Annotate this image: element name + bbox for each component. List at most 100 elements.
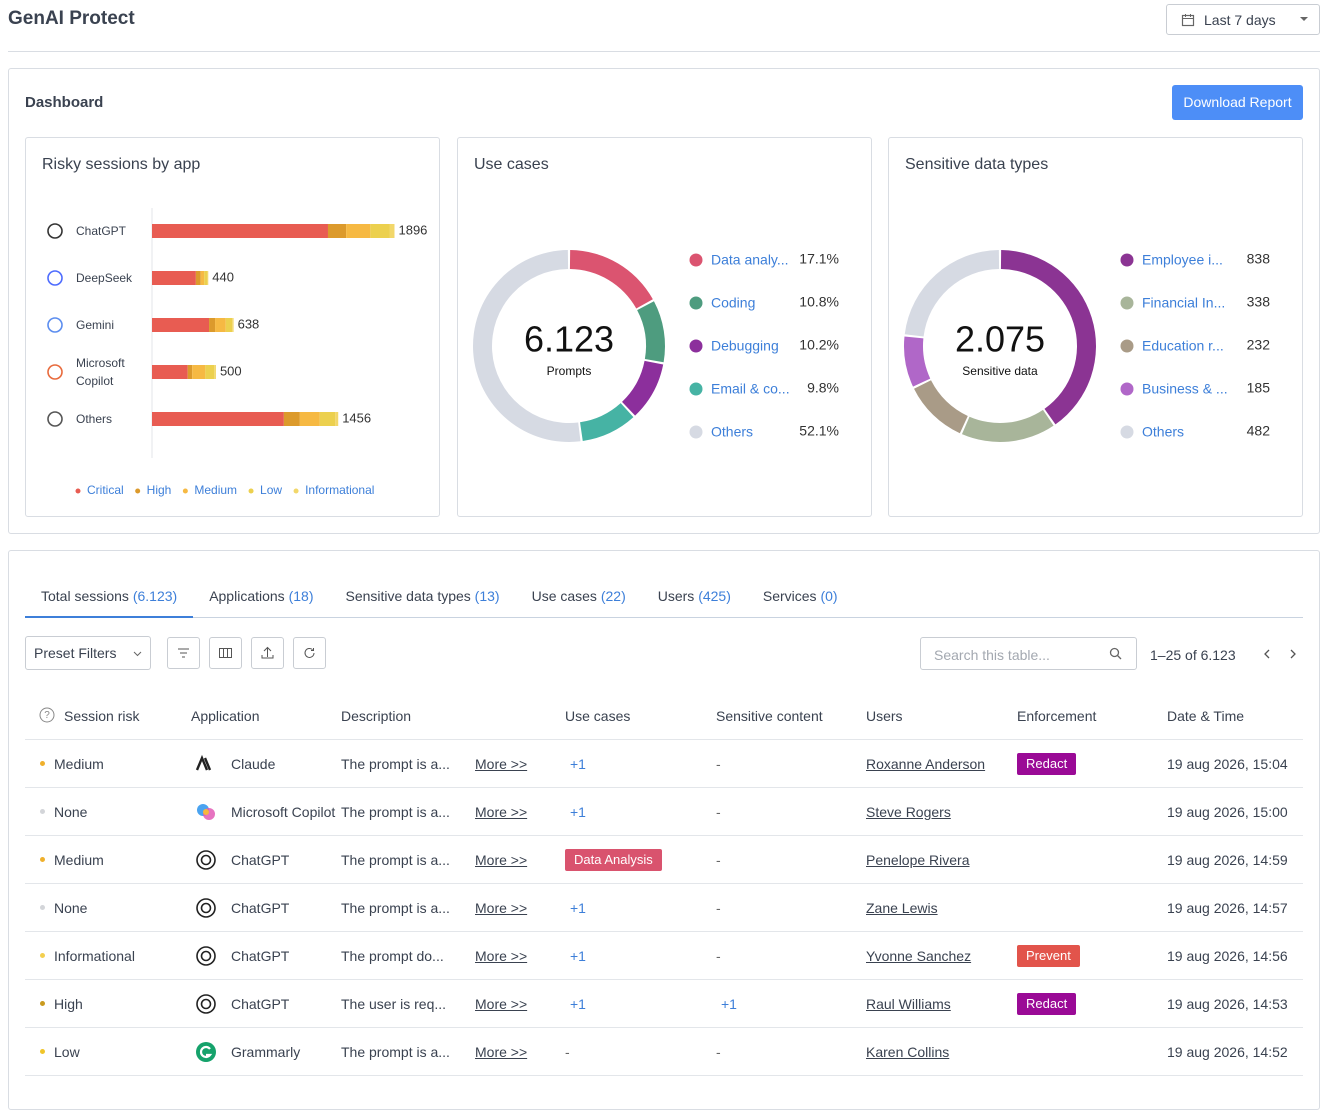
donut-segment [904, 250, 1000, 337]
risk-dot [40, 953, 45, 958]
legend-dot [689, 253, 703, 267]
bar-total-label: 1456 [342, 410, 371, 425]
center-label: Prompts [547, 364, 592, 378]
legend-label: Debugging [711, 338, 779, 354]
help-icon: ? [39, 707, 55, 723]
icon-shape [203, 809, 209, 815]
bar-segment [299, 412, 320, 426]
preset-filters[interactable]: Preset Filters [25, 636, 151, 670]
cell-text: Grammarly [231, 1044, 301, 1060]
cell-text: Medium [54, 852, 104, 868]
cell-text: None [54, 900, 88, 916]
legend-label: Informational [305, 483, 374, 497]
icon-shape [200, 854, 212, 866]
tab[interactable]: Total sessions (6.123) [25, 585, 193, 607]
cell-text: More >> [475, 996, 528, 1012]
donut-segment [473, 250, 581, 442]
app-icon-frame [196, 946, 216, 966]
cell-text: Raul Williams [866, 996, 951, 1012]
active-tab-indicator [25, 616, 194, 618]
tab[interactable]: Use cases (22) [516, 585, 642, 607]
app-icon [47, 364, 63, 380]
bar-segment [152, 224, 328, 238]
tab[interactable]: Services (0) [747, 585, 854, 607]
dashboard-title: Dashboard [25, 94, 104, 111]
cell-text: Penelope Rivera [866, 852, 970, 868]
risk-dot [40, 905, 45, 910]
donut-segment [622, 360, 664, 416]
risk-dot [40, 761, 45, 766]
bar-segment [205, 365, 215, 379]
cell-text: Zane Lewis [866, 900, 938, 916]
tab-count: (425) [698, 588, 731, 604]
legend-label: Data analy... [711, 252, 789, 268]
cell-text: Microsoft Copilot [231, 804, 336, 820]
legend-label: Email & co... [711, 381, 790, 397]
column-header: Users [866, 708, 903, 724]
tab[interactable]: Users (425) [642, 585, 747, 607]
app-icon [196, 1042, 216, 1062]
legend-dot [1120, 339, 1134, 353]
cell-text: Roxanne Anderson [866, 756, 986, 772]
divider [8, 51, 1320, 52]
donut-segment [961, 409, 1054, 442]
legend-value: 17.1% [799, 251, 839, 267]
svg-text:?: ? [44, 710, 50, 721]
chart-title: Risky sessions by app [42, 156, 200, 173]
cell-text: The user is req... [341, 996, 447, 1012]
app-icon [47, 317, 63, 333]
cell-text: 19 aug 2026, 15:04 [1167, 756, 1288, 772]
bar-segment [370, 224, 390, 238]
donut-segment [914, 380, 968, 434]
columns-button[interactable] [209, 637, 242, 669]
tab[interactable]: Sensitive data types (13) [329, 585, 515, 607]
tab-count: (0) [820, 588, 838, 604]
legend-label: Medium [194, 483, 237, 497]
tabs-divider [25, 617, 1303, 618]
page: GenAI Protect Last 7 days Dashboard Down… [8, 4, 1320, 1110]
app-icon-frame [196, 898, 216, 918]
legend-dot [1120, 382, 1134, 396]
tab-name: Total sessions [41, 588, 129, 604]
cell-text: The prompt is a... [341, 756, 450, 772]
cell-text: More >> [475, 756, 528, 772]
refresh-button[interactable] [293, 637, 326, 669]
cell-text: The prompt do... [341, 948, 444, 964]
donut-segment [1000, 250, 1096, 425]
app-icon [197, 804, 215, 820]
row-divider [25, 1027, 1303, 1028]
legend-dot [248, 488, 254, 494]
pager[interactable] [1262, 647, 1298, 661]
app-icon [196, 994, 216, 1014]
search-placeholder: Search this table... [934, 647, 1050, 663]
tab-name: Services [762, 588, 817, 604]
legend-dot [1120, 425, 1134, 439]
donut-segment [580, 403, 634, 442]
cell-text: 19 aug 2026, 14:52 [1167, 1044, 1288, 1060]
icon-shape [200, 950, 212, 962]
cell-text: 19 aug 2026, 14:57 [1167, 900, 1288, 916]
cell-text: - [565, 1044, 570, 1060]
tab-name: Users [657, 588, 695, 604]
tab-name: Sensitive data types [345, 588, 471, 604]
tabs: Total sessions (6.123) Applications (18) S… [25, 585, 854, 607]
search-input[interactable]: Search this table... [920, 637, 1137, 670]
search-icon [1109, 647, 1122, 660]
legend-label: Critical [87, 483, 124, 497]
badge: Data Analysis [565, 849, 662, 871]
chart: Use cases Data analy... 17.1% Coding 10.8% De… [473, 156, 839, 442]
legend-dot [1120, 296, 1134, 310]
column-header: Description [341, 708, 412, 724]
tab[interactable]: Applications (18) [193, 585, 329, 607]
export-button[interactable] [251, 637, 284, 669]
donut-segment [637, 301, 665, 363]
legend-dot [135, 488, 141, 494]
filter-button[interactable] [167, 637, 200, 669]
app-icon [196, 898, 216, 918]
legend-label: High [147, 483, 172, 497]
date-range-select[interactable]: Last 7 days [1166, 4, 1320, 35]
chart-title: Sensitive data types [905, 156, 1048, 173]
download-button[interactable]: Download Report [1172, 85, 1303, 120]
icon-shape [200, 998, 212, 1010]
app-icon [196, 946, 216, 966]
